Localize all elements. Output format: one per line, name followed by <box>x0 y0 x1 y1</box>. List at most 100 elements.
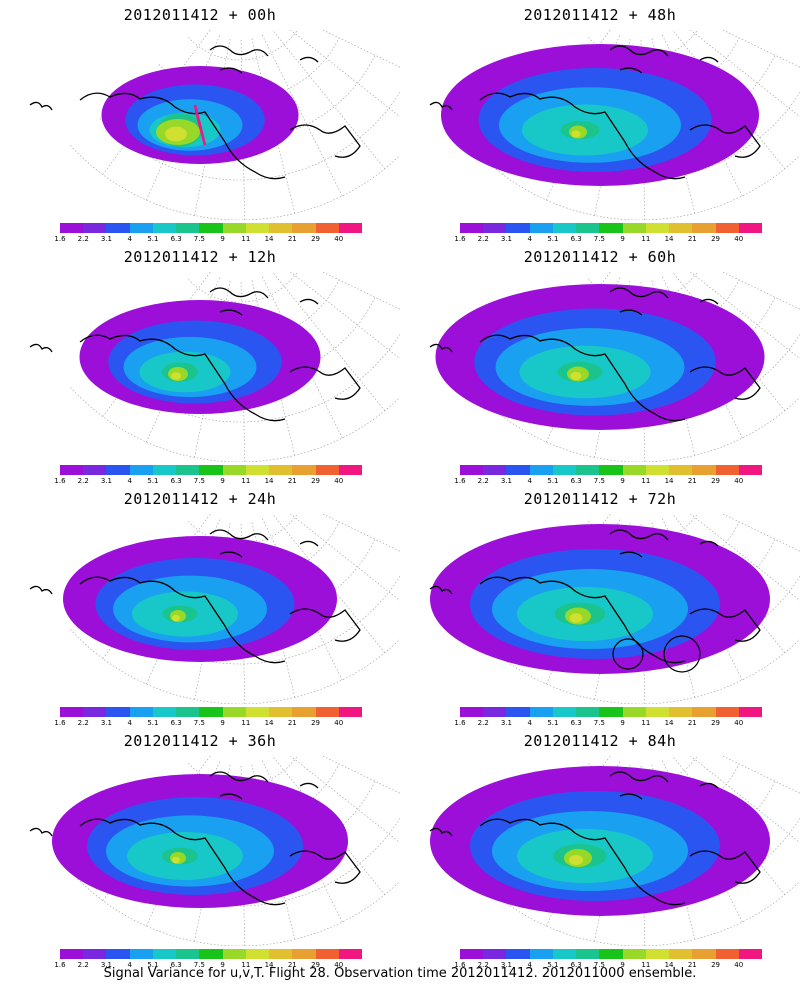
colorbar-segment <box>576 465 600 475</box>
colorbar-tick-label: 2.2 <box>77 961 89 969</box>
colorbar-labels: 1.6 2.2 3.1 4 5.1 6.3 7.5 9 11 14 21 29 40 <box>454 477 762 487</box>
colorbar-labels: 1.6 2.2 3.1 4 5.1 6.3 7.5 9 11 14 21 29 40 <box>54 961 362 971</box>
colorbar-tick-label: 7.5 <box>593 719 605 727</box>
colorbar-tick-label: 9 <box>620 477 625 485</box>
colorbar-segment <box>738 707 763 717</box>
colorbar-labels: 1.6 2.2 3.1 4 5.1 6.3 7.5 9 11 14 21 29 40 <box>54 235 362 245</box>
colorbar-segment <box>576 707 600 717</box>
colorbar-tick-label: 6.3 <box>570 719 582 727</box>
colorbar-segment <box>269 707 293 717</box>
colorbar-tick-label: 11 <box>241 719 251 727</box>
colorbar-segment <box>483 949 507 959</box>
colorbar-segment <box>692 949 716 959</box>
colorbar-tick-label: 6.3 <box>570 961 582 969</box>
coastlines <box>429 771 761 906</box>
colorbar-segment <box>506 465 530 475</box>
colorbar-tick-label: 40 <box>734 477 744 485</box>
colorbar-tick-label: 3.1 <box>100 961 113 969</box>
colorbar-tick-label: 4 <box>527 235 532 243</box>
colorbar-segment <box>715 949 739 959</box>
colorbar-segment <box>83 223 107 233</box>
colorbar-tick-label: 40 <box>734 961 744 969</box>
colorbar-segment <box>315 223 339 233</box>
polar-map <box>29 514 400 704</box>
forecast-panel: 2012011412 + 72h 1.6 2.2 3.1 4 5.1 6.3 7.5 9 11 14… <box>400 484 800 729</box>
colorbar-segment <box>506 707 530 717</box>
colorbar-segment <box>176 465 200 475</box>
colorbar-segment <box>692 707 716 717</box>
polar-map <box>429 30 800 220</box>
colorbar-tick-label: 14 <box>664 477 674 485</box>
colorbar-tick-label: 7.5 <box>193 961 205 969</box>
colorbar-segment <box>599 707 623 717</box>
colorbar-tick-label: 21 <box>287 477 297 485</box>
colorbar-segment <box>552 707 577 717</box>
colorbar-segment <box>60 223 84 233</box>
colorbar-segment <box>599 949 623 959</box>
colorbar-tick-label: 14 <box>264 961 274 969</box>
colorbar-segment <box>269 465 293 475</box>
colorbar-segment <box>106 707 130 717</box>
colorbar-segment <box>199 465 223 475</box>
colorbar-tick-label: 40 <box>334 961 344 969</box>
colorbar-tick-label: 5.1 <box>547 961 559 969</box>
colorbar <box>460 465 763 475</box>
colorbar-tick-label: 14 <box>264 477 274 485</box>
panel-title: 2012011412 + 00h <box>123 6 277 24</box>
colorbar-tick-label: 29 <box>711 961 720 969</box>
colorbar-tick-label: 4 <box>127 961 132 969</box>
colorbar-segment <box>129 465 153 475</box>
colorbar-tick-label: 21 <box>687 961 697 969</box>
colorbar-segment <box>199 707 223 717</box>
colorbar-segment <box>552 949 577 959</box>
colorbar-tick-label: 4 <box>127 235 132 243</box>
colorbar-segment <box>129 223 153 233</box>
colorbar-tick-label: 1.6 <box>54 961 66 969</box>
variance-field <box>63 536 337 662</box>
colorbar-tick-label: 5.1 <box>147 235 159 243</box>
panel-title: 2012011412 + 24h <box>123 490 277 508</box>
colorbar-segment <box>529 465 553 475</box>
target-circle <box>663 635 701 673</box>
panel-title: 2012011412 + 48h <box>523 6 677 24</box>
colorbar-tick-label: 11 <box>241 961 251 969</box>
colorbar-tick-label: 5.1 <box>547 235 559 243</box>
colorbar-segment <box>222 465 246 475</box>
colorbar-tick-label: 5.1 <box>547 719 559 727</box>
colorbar-segment <box>269 949 293 959</box>
colorbar-segment <box>645 707 670 717</box>
colorbar-tick-label: 29 <box>711 235 720 243</box>
colorbar-tick-label: 29 <box>311 961 320 969</box>
colorbar-tick-label: 5.1 <box>547 477 559 485</box>
colorbar-tick-label: 1.6 <box>454 719 466 727</box>
colorbar-tick-label: 2.2 <box>77 719 89 727</box>
colorbar-tick-label: 1.6 <box>454 477 466 485</box>
colorbar-tick-label: 2.2 <box>477 719 489 727</box>
colorbar-labels: 1.6 2.2 3.1 4 5.1 6.3 7.5 9 11 14 21 29 40 <box>454 235 762 245</box>
colorbar-segment <box>60 707 84 717</box>
colorbar-segment <box>645 223 670 233</box>
colorbar-segment <box>176 223 200 233</box>
colorbar-labels: 1.6 2.2 3.1 4 5.1 6.3 7.5 9 11 14 21 29 40 <box>454 719 762 729</box>
colorbar-segment <box>460 223 484 233</box>
variance-field <box>430 524 770 674</box>
colorbar-segment <box>552 465 577 475</box>
colorbar-tick-label: 2.2 <box>477 961 489 969</box>
colorbar-segment <box>176 949 200 959</box>
colorbar-segment <box>106 949 130 959</box>
colorbar-segment <box>338 707 363 717</box>
colorbar-segment <box>222 707 246 717</box>
colorbar-tick-label: 21 <box>287 235 297 243</box>
polar-map <box>429 272 800 462</box>
forecast-panel: 2012011412 + 12h 1.6 2.2 3.1 4 5.1 6.3 7.5 9 11 14… <box>0 242 400 487</box>
colorbar-segment <box>222 223 246 233</box>
variance-field <box>441 44 759 186</box>
colorbar-segment <box>245 465 270 475</box>
colorbar-tick-label: 3.1 <box>500 961 513 969</box>
colorbar-segment <box>645 465 670 475</box>
colorbar-tick-label: 29 <box>711 719 720 727</box>
colorbar-segment <box>483 707 507 717</box>
colorbar-segment <box>129 707 153 717</box>
colorbar-segment <box>669 465 693 475</box>
colorbar-segment <box>506 949 530 959</box>
